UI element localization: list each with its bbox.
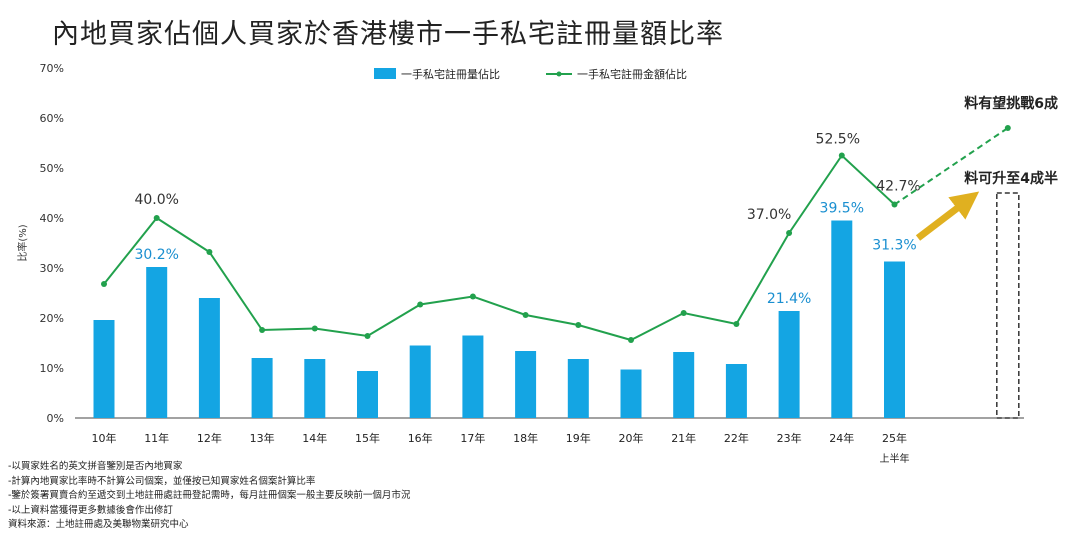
x-tick-sublabel: 上半年 bbox=[880, 452, 910, 465]
y-tick-label: 50% bbox=[40, 162, 64, 175]
x-tick-label: 25年 bbox=[882, 431, 907, 445]
line-point bbox=[311, 325, 318, 332]
forecast-line-dashed bbox=[893, 127, 1009, 206]
bar bbox=[146, 267, 168, 418]
x-tick-label: 22年 bbox=[724, 431, 749, 445]
forecast-line-point bbox=[1004, 125, 1011, 131]
bar-data-label: 30.2% bbox=[134, 247, 178, 263]
bar bbox=[304, 359, 326, 418]
y-tick-label: 70% bbox=[40, 62, 64, 75]
line-series bbox=[103, 153, 896, 342]
line-point bbox=[628, 337, 634, 343]
footnotes: -以買家姓名的英文拼音鑒別是否內地買家 -計算內地買家比率時不計算公司個案，並僅按… bbox=[8, 460, 410, 533]
bar bbox=[357, 371, 378, 418]
line-point bbox=[786, 230, 793, 236]
x-tick-label: 20年 bbox=[619, 431, 644, 445]
line-point bbox=[469, 293, 476, 300]
y-axis-label: 比率(%) bbox=[16, 224, 29, 261]
footnote-line: -以上資料當獲得更多數據後會作出修訂 bbox=[8, 504, 173, 516]
y-tick-label: 40% bbox=[40, 212, 64, 225]
x-tick-label: 11年 bbox=[144, 431, 169, 445]
footnote-line: -以買家姓名的英文拼音鑒別是否內地買家 bbox=[8, 461, 183, 472]
x-tick-label: 17年 bbox=[460, 431, 485, 445]
x-tick-label: 21年 bbox=[671, 431, 696, 445]
line-point bbox=[206, 249, 213, 255]
x-tick-label: 10年 bbox=[92, 431, 117, 445]
forecast-line-label: 料有望挑戰6成 bbox=[964, 95, 1058, 112]
y-tick-label: 0% bbox=[47, 412, 64, 425]
x-tick-label: 15年 bbox=[355, 431, 380, 445]
y-tick-label: 20% bbox=[40, 312, 64, 325]
bar bbox=[725, 364, 747, 418]
bar bbox=[831, 220, 853, 418]
bar-data-label: 31.3% bbox=[872, 238, 916, 254]
bar bbox=[515, 351, 537, 418]
x-tick-label: 14年 bbox=[302, 431, 327, 445]
line-point bbox=[838, 152, 845, 159]
chart-title: 內地買家佔個人買家於香港樓市一手私宅註冊量額比率 bbox=[52, 19, 724, 50]
line-point bbox=[733, 321, 740, 327]
x-tick-label: 24年 bbox=[829, 431, 854, 445]
footnote-line: -計算內地買家比率時不計算公司個案，並僅按已知買家姓名個案計算比率 bbox=[8, 475, 316, 487]
forecast-arrow bbox=[915, 191, 980, 241]
bar-data-label: 21.4% bbox=[767, 291, 811, 307]
line-point bbox=[417, 301, 424, 308]
x-tick-label: 23年 bbox=[777, 431, 802, 445]
line-data-label: 37.0% bbox=[747, 207, 791, 223]
bar bbox=[93, 320, 115, 418]
bar bbox=[673, 352, 695, 418]
line-point bbox=[522, 312, 529, 318]
x-tick-label: 16年 bbox=[408, 431, 433, 445]
line-point bbox=[259, 327, 266, 333]
line-point bbox=[153, 215, 160, 221]
forecast-bar-dashed bbox=[996, 192, 1020, 419]
line-point bbox=[364, 333, 371, 339]
legend-label-line: 一手私宅註冊金額佔比 bbox=[577, 67, 687, 81]
x-tick-label: 12年 bbox=[197, 431, 222, 445]
line-point bbox=[101, 281, 107, 287]
line-point bbox=[680, 310, 687, 316]
bar bbox=[884, 261, 905, 418]
line-data-label: 42.7% bbox=[876, 179, 920, 195]
footnote-line: -鑒於簽署買賣合約至遞交到土地註冊處註冊登記需時，每月註冊個案一般主要反映前一個… bbox=[8, 490, 411, 502]
legend-marker-line bbox=[556, 71, 562, 77]
y-tick-label: 60% bbox=[40, 112, 64, 125]
y-tick-label: 30% bbox=[40, 262, 64, 275]
bar bbox=[198, 298, 220, 418]
combo-chart: 一手私宅註冊量佔比 一手私宅註冊金額佔比 0% 10% 20% 30% 40% 50% 60%… bbox=[16, 62, 1058, 465]
x-tick-label: 13年 bbox=[250, 431, 275, 445]
legend-label-bar: 一手私宅註冊量佔比 bbox=[401, 67, 500, 81]
line-data-label: 40.0% bbox=[134, 192, 178, 208]
bar bbox=[409, 345, 431, 418]
bar bbox=[251, 358, 273, 418]
bar-data-label: 39.5% bbox=[820, 201, 864, 217]
line-point bbox=[575, 322, 582, 328]
y-tick-label: 10% bbox=[40, 362, 64, 375]
bar bbox=[778, 311, 800, 418]
legend-swatch-bar bbox=[374, 68, 396, 79]
x-tick-label: 19年 bbox=[566, 431, 591, 445]
bar bbox=[567, 359, 589, 418]
line-data-label: 52.5% bbox=[816, 132, 860, 148]
bar bbox=[462, 335, 484, 418]
bar bbox=[620, 369, 642, 418]
x-tick-label: 18年 bbox=[513, 431, 538, 445]
footnote-line: 資料來源：土地註冊處及美聯物業研究中心 bbox=[8, 519, 189, 531]
forecast-bar-label: 料可升至4成半 bbox=[964, 170, 1058, 187]
